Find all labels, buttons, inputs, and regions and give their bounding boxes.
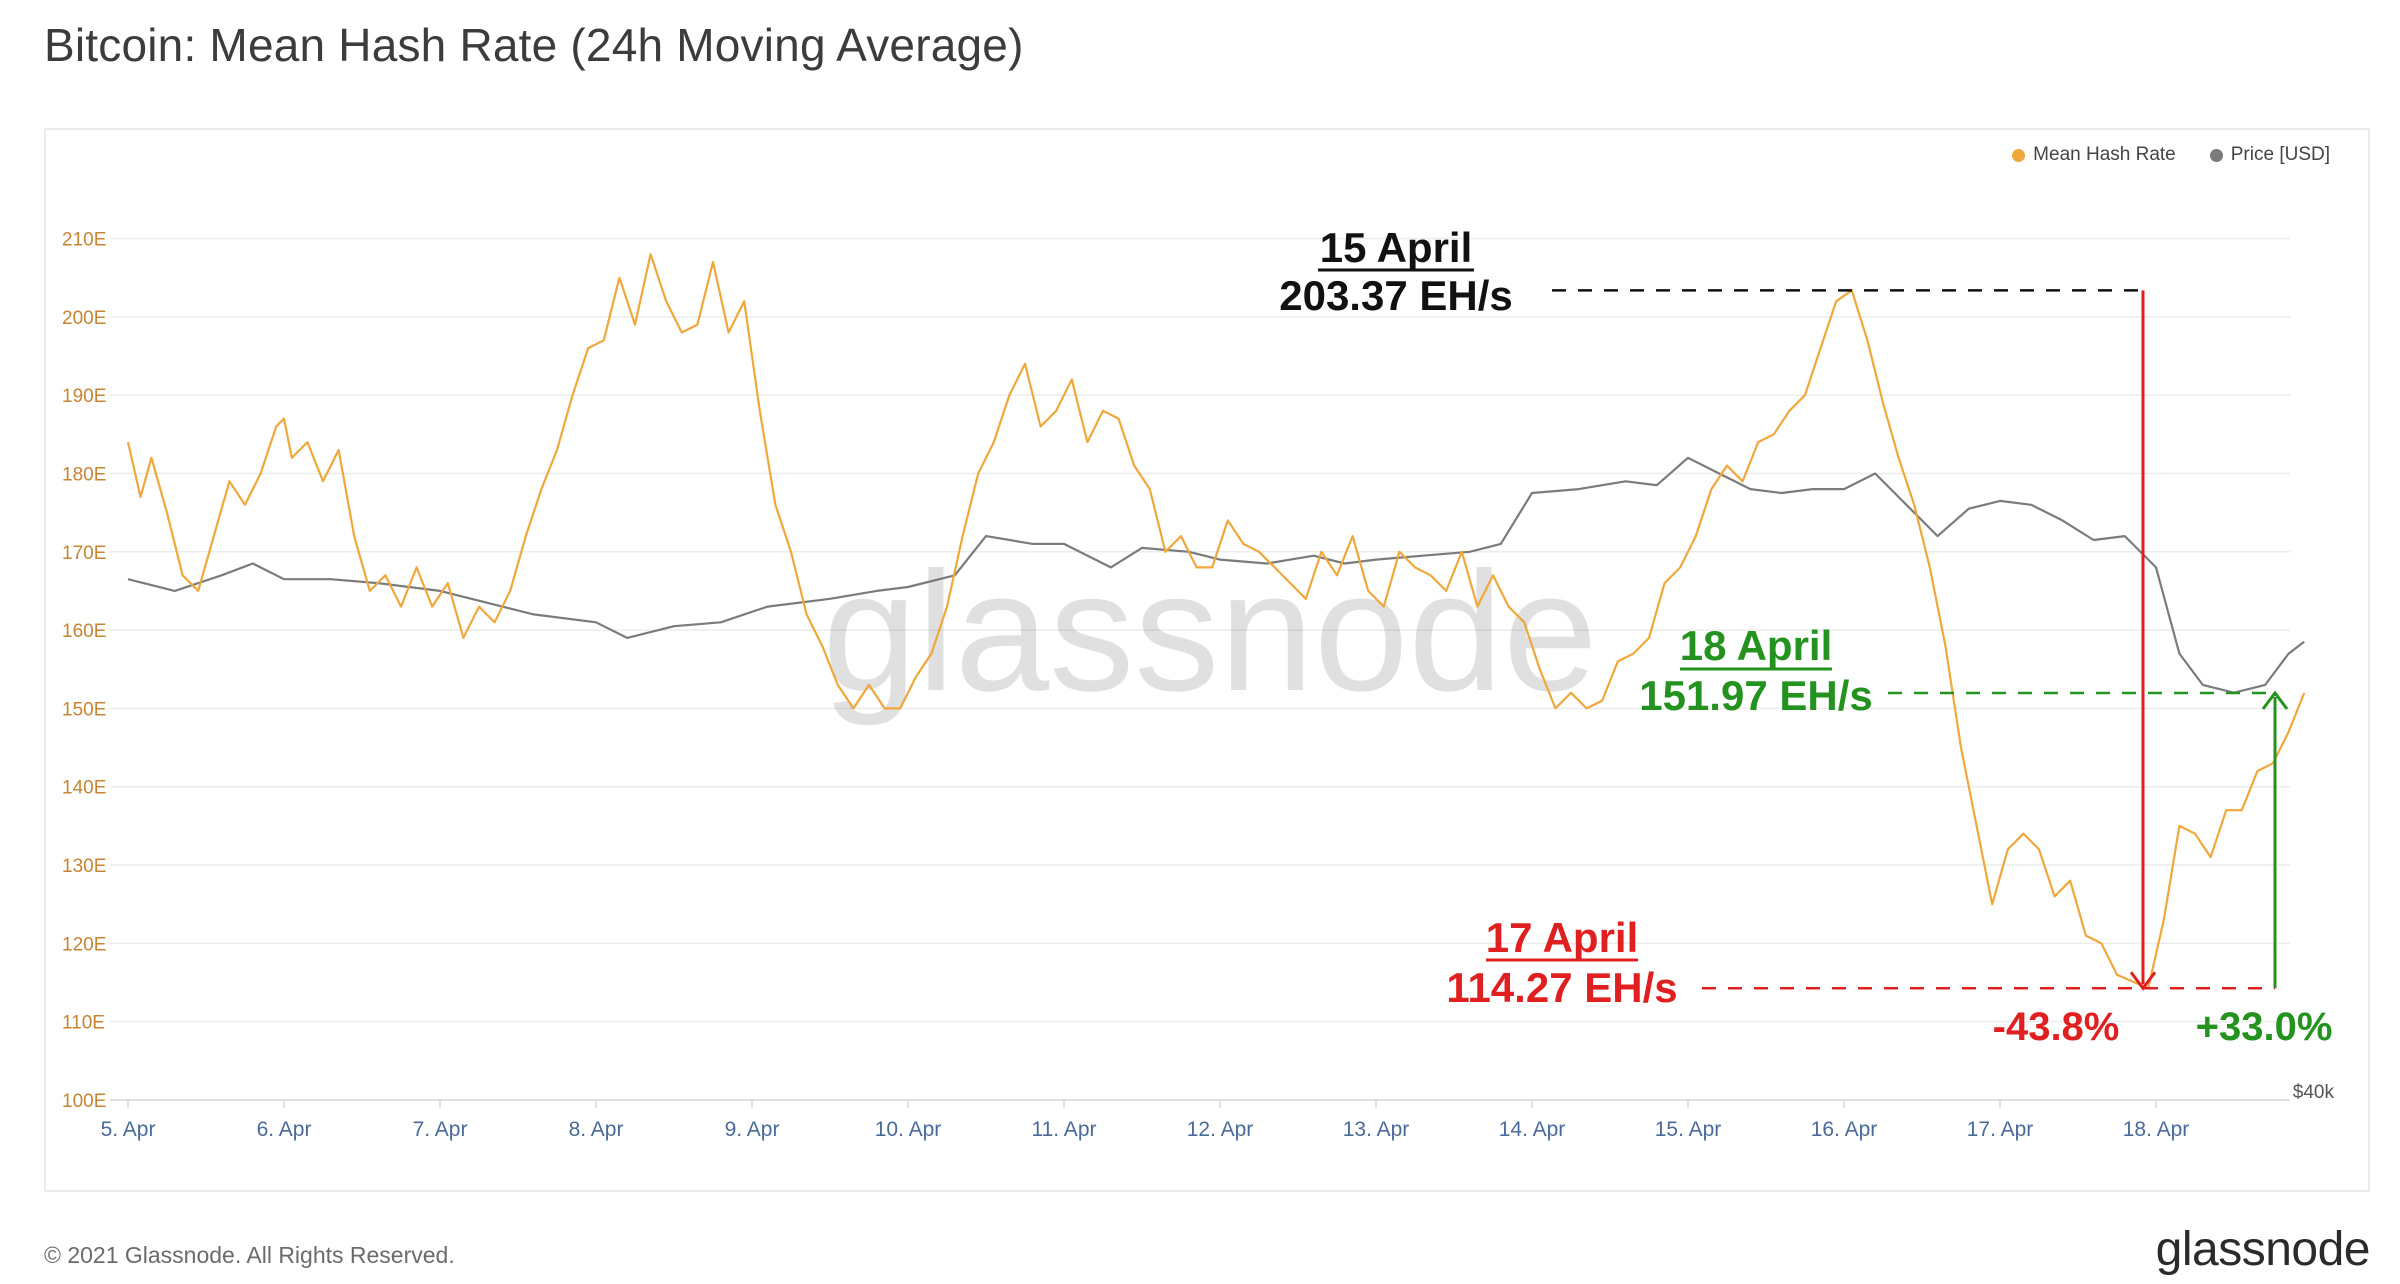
page-title: Bitcoin: Mean Hash Rate (24h Moving Aver… bbox=[44, 19, 1024, 71]
hash-dot-icon bbox=[2012, 148, 2026, 162]
x-tick-label: 12. Apr bbox=[1187, 1118, 1254, 1141]
x-tick-label: 7. Apr bbox=[413, 1118, 468, 1141]
y-tick-label: 150E bbox=[62, 699, 106, 720]
x-tick-label: 6. Apr bbox=[257, 1118, 312, 1141]
low-date-label: 17 April bbox=[1486, 914, 1639, 961]
chart-frame bbox=[44, 128, 2370, 1192]
copyright-text: © 2021 Glassnode. All Rights Reserved. bbox=[44, 1242, 455, 1268]
y-tick-label: 170E bbox=[62, 543, 106, 564]
x-tick-label: 5. Apr bbox=[101, 1118, 156, 1141]
legend-item-hash[interactable]: Mean Hash Rate bbox=[2012, 144, 2176, 166]
glassnode-logo[interactable]: glassnode bbox=[2155, 1223, 2371, 1276]
y-tick-label: 120E bbox=[62, 934, 106, 955]
y-tick-label: 180E bbox=[62, 464, 106, 485]
y-tick-label: 190E bbox=[62, 386, 106, 407]
price-dot-icon bbox=[2209, 148, 2223, 162]
y-tick-label: 140E bbox=[62, 778, 106, 799]
recover-arrow-head-icon bbox=[2261, 690, 2289, 710]
y-tick-label: 110E bbox=[62, 1013, 105, 1034]
x-tick-label: 16. Apr bbox=[1811, 1118, 1878, 1141]
drop-arrow-head-icon bbox=[2129, 971, 2157, 991]
right-axis-label: $40k bbox=[2293, 1082, 2335, 1103]
y-tick-label: 100E bbox=[62, 1091, 106, 1112]
x-tick-label: 10. Apr bbox=[875, 1118, 942, 1141]
legend-item-price[interactable]: Price [USD] bbox=[2209, 144, 2330, 166]
y-tick-label: 130E bbox=[62, 856, 106, 877]
x-tick-label: 14. Apr bbox=[1499, 1118, 1566, 1141]
x-tick-label: 11. Apr bbox=[1032, 1118, 1097, 1141]
legend-label-hash: Mean Hash Rate bbox=[2033, 144, 2176, 165]
drop-percent-label: -43.8% bbox=[1993, 1005, 2120, 1049]
legend-label-price: Price [USD] bbox=[2230, 144, 2330, 165]
recover-date-label: 18 April bbox=[1680, 622, 1833, 669]
x-tick-label: 8. Apr bbox=[569, 1118, 624, 1141]
low-value-label: 114.27 EH/s bbox=[1446, 964, 1677, 1011]
watermark: glassnode bbox=[822, 537, 1597, 727]
x-tick-label: 9. Apr bbox=[725, 1118, 780, 1141]
legend: Mean Hash Rate Price [USD] bbox=[2012, 144, 2330, 166]
x-tick-label: 15. Apr bbox=[1655, 1118, 1722, 1141]
y-tick-label: 210E bbox=[62, 229, 106, 250]
x-tick-label: 13. Apr bbox=[1343, 1118, 1410, 1141]
recover-value-label: 151.97 EH/s bbox=[1639, 672, 1873, 719]
price-line bbox=[127, 456, 2305, 694]
y-tick-label: 200E bbox=[62, 308, 106, 329]
peak-value-label: 203.37 EH/s bbox=[1279, 272, 1513, 319]
peak-date-label: 15 April bbox=[1320, 224, 1473, 271]
x-tick-label: 17. Apr bbox=[1967, 1118, 2034, 1141]
y-tick-label: 160E bbox=[62, 621, 106, 642]
recover-percent-label: +33.0% bbox=[2196, 1005, 2333, 1049]
hash-rate-line bbox=[126, 253, 2306, 990]
x-tick-label: 18. Apr bbox=[2123, 1118, 2190, 1141]
